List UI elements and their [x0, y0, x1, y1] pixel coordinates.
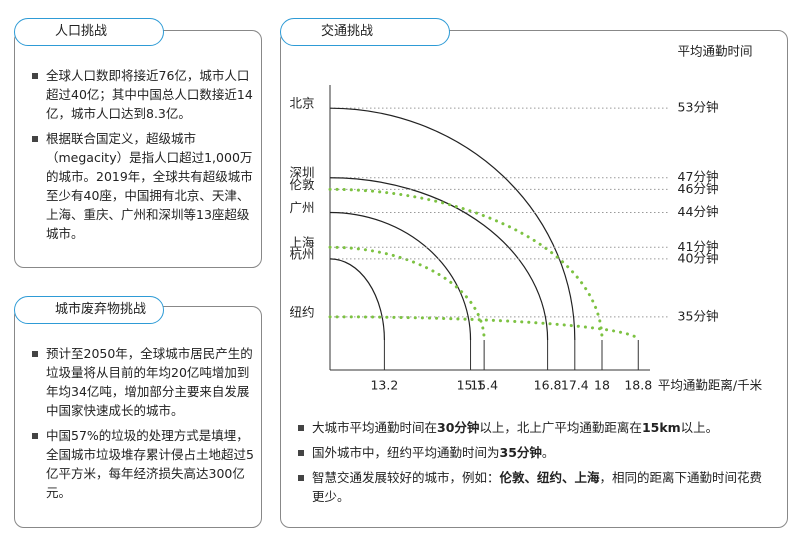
note-text: 大城市平均通勤时间在	[312, 420, 438, 435]
commute-arc	[329, 258, 385, 341]
x-tick-label: 15.1	[457, 378, 485, 393]
time-label: 40分钟	[678, 250, 719, 265]
city-label: 伦敦	[289, 177, 315, 192]
note-text: ，相同的距离下通勤时间花费更少。	[312, 470, 763, 504]
x-tick-label: 15.4	[470, 378, 498, 393]
note-text: 以上，北上广平均通勤距离在	[479, 420, 642, 435]
note-text: 30分钟	[437, 420, 480, 435]
note-text: 以上。	[680, 420, 719, 435]
city-label: 上海	[289, 235, 315, 250]
city-label: 杭州	[289, 246, 314, 261]
time-label: 47分钟	[678, 169, 719, 184]
city-label: 北京	[289, 96, 314, 111]
commute-arc	[328, 315, 640, 342]
city-label: 纽约	[289, 304, 314, 319]
time-label: 53分钟	[678, 100, 719, 115]
commute-arc	[328, 187, 604, 342]
city-label: 深圳	[289, 165, 314, 180]
note-text: 35分钟	[499, 445, 542, 460]
time-label: 41分钟	[678, 239, 719, 254]
note-text: 15km	[641, 420, 681, 435]
bullet-list: 预计至2050年，全球城市居民产生的垃圾量将从目前的年均20亿吨增加到年均34亿…	[32, 344, 254, 508]
bullet: 全球人口数即将接近76亿，城市人口超过40亿；其中中国总人口数接近14亿，城市人…	[32, 66, 254, 123]
panel-title: 人口挑战	[14, 18, 164, 46]
x-tick-label: 18.8	[624, 378, 652, 393]
note: 智慧交通发展较好的城市，例如：伦敦、纽约、上海，相同的距离下通勤时间花费更少。	[298, 468, 768, 506]
bullet: 预计至2050年，全球城市居民产生的垃圾量将从目前的年均20亿吨增加到年均34亿…	[32, 344, 254, 420]
bullet: 根据联合国定义，超级城市（megacity）是指人口超过1,000万的城市。20…	[32, 129, 254, 243]
note-text: 。	[541, 445, 555, 460]
note-text: 国外城市中，纽约平均通勤时间为	[312, 445, 500, 460]
panel-box	[280, 30, 788, 528]
x-tick-label: 17.4	[561, 378, 589, 393]
time-label: 44分钟	[678, 204, 719, 219]
note: 大城市平均通勤时间在30分钟以上，北上广平均通勤距离在15km以上。	[298, 418, 768, 437]
x-axis-label: 平均通勤距离/千米	[658, 378, 763, 393]
x-tick-label: 16.8	[534, 378, 562, 393]
commute-arc	[329, 211, 472, 341]
x-tick-label: 13.2	[370, 378, 398, 393]
bullet-list: 全球人口数即将接近76亿，城市人口超过40亿；其中中国总人口数接近14亿，城市人…	[32, 66, 254, 249]
note: 国外城市中，纽约平均通勤时间为35分钟。	[298, 443, 768, 462]
panel-title: 城市废弃物挑战	[14, 296, 164, 324]
y-axis-label: 平均通勤时间	[677, 44, 752, 59]
x-tick-label: 18	[594, 378, 610, 393]
commute-arc	[329, 177, 549, 341]
note-text: 伦敦、纽约、上海	[499, 470, 600, 485]
chart-title: 交通挑战	[280, 18, 450, 46]
time-label: 46分钟	[678, 181, 719, 196]
time-label: 35分钟	[678, 308, 719, 323]
city-label: 广州	[289, 200, 314, 215]
commute-arc	[329, 107, 576, 341]
bullet: 中国57%的垃圾的处理方式是填埋，全国城市垃圾堆存累计侵占土地超过5亿平方米，每…	[32, 426, 254, 502]
note-list: 大城市平均通勤时间在30分钟以上，北上广平均通勤距离在15km以上。 国外城市中，…	[298, 418, 768, 512]
note-text: 智慧交通发展较好的城市，例如：	[312, 470, 500, 485]
